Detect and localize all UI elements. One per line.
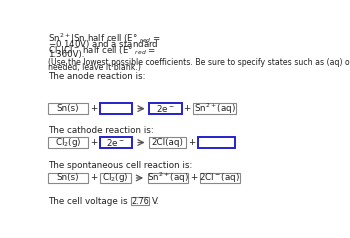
FancyBboxPatch shape [148,173,188,183]
FancyBboxPatch shape [149,137,186,148]
Text: The anode reaction is:: The anode reaction is: [48,72,145,81]
Text: Sn$^{2+}$(aq): Sn$^{2+}$(aq) [147,171,189,185]
Text: The spontaneous cell reaction is:: The spontaneous cell reaction is: [48,161,192,170]
Text: +: + [190,174,197,183]
Text: V.: V. [152,197,160,206]
FancyBboxPatch shape [199,173,240,183]
FancyBboxPatch shape [48,137,88,148]
Text: 2.76: 2.76 [131,197,149,206]
Text: (Use the lowest possible coefficients. Be sure to specify states such as (aq) or: (Use the lowest possible coefficients. B… [48,58,350,67]
Text: +: + [90,104,97,113]
Text: $-$0.140V) and a standard: $-$0.140V) and a standard [48,38,158,50]
Text: +: + [188,138,195,147]
Text: Sn(s): Sn(s) [56,104,79,113]
FancyBboxPatch shape [149,103,182,114]
Text: 2e$^-$: 2e$^-$ [156,103,175,114]
Text: +: + [90,138,97,147]
Text: Sn$^{2+}$(aq): Sn$^{2+}$(aq) [194,101,236,116]
Text: needed, leave it blank.): needed, leave it blank.) [48,63,140,72]
FancyBboxPatch shape [48,173,88,183]
Text: The cell voltage is: The cell voltage is [48,197,127,206]
FancyBboxPatch shape [198,137,235,148]
Text: 2e$^-$: 2e$^-$ [106,137,125,148]
FancyBboxPatch shape [99,103,132,114]
Text: Sn$^{2+}$|Sn half cell (E° $_{red}$ =: Sn$^{2+}$|Sn half cell (E° $_{red}$ = [48,32,161,46]
FancyBboxPatch shape [131,197,149,205]
Text: Cl$_2$|Cl$^-$ half cell (E° $_{red}$ =: Cl$_2$|Cl$^-$ half cell (E° $_{red}$ = [48,44,156,57]
Text: 2Cl$^-$(aq): 2Cl$^-$(aq) [199,171,240,184]
Text: +: + [90,174,97,183]
Text: 2Cl(aq): 2Cl(aq) [152,138,184,147]
FancyBboxPatch shape [48,103,88,114]
Text: +: + [183,104,191,113]
FancyBboxPatch shape [99,173,131,183]
Text: 1.360V).: 1.360V). [48,50,84,59]
FancyBboxPatch shape [99,137,132,148]
Text: Cl$_2$(g): Cl$_2$(g) [102,171,128,184]
Text: The cathode reaction is:: The cathode reaction is: [48,126,153,135]
FancyBboxPatch shape [193,103,236,114]
Text: Cl$_2$(g): Cl$_2$(g) [55,136,81,149]
Text: Sn(s): Sn(s) [56,174,79,183]
